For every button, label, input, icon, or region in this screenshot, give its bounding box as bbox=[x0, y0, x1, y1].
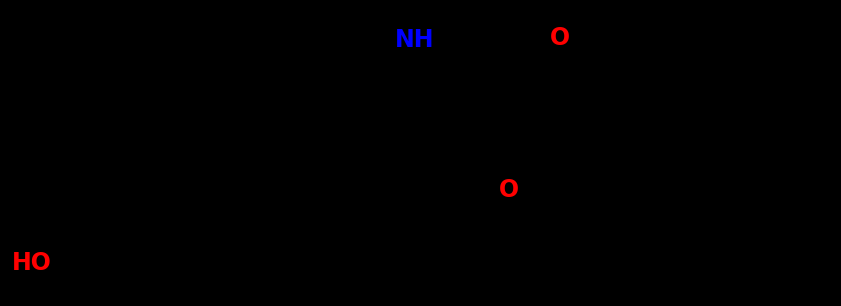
Text: NH: NH bbox=[395, 28, 435, 52]
Text: O: O bbox=[499, 178, 519, 202]
Text: HO: HO bbox=[12, 251, 52, 275]
Text: O: O bbox=[550, 26, 570, 50]
